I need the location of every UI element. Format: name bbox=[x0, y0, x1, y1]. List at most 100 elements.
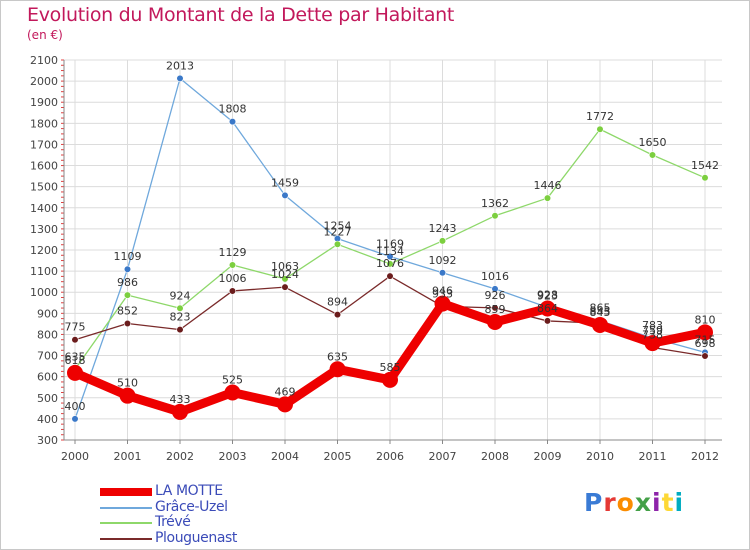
data-point-0 bbox=[277, 396, 293, 413]
data-label: 1024 bbox=[271, 268, 299, 281]
y-tick-label: 1200 bbox=[30, 244, 58, 257]
data-point-3 bbox=[333, 311, 342, 319]
data-label: 1063 bbox=[271, 260, 299, 273]
x-tick-label: 2001 bbox=[114, 450, 142, 463]
x-tick-label: 2007 bbox=[429, 450, 457, 463]
data-point-2 bbox=[386, 260, 394, 268]
data-point-1 bbox=[438, 269, 447, 277]
y-tick-label: 700 bbox=[37, 350, 58, 363]
data-point-0 bbox=[119, 387, 136, 404]
data-label: 923 bbox=[537, 289, 558, 302]
data-label: 698 bbox=[695, 337, 716, 350]
data-point-3 bbox=[228, 287, 237, 295]
data-point-3 bbox=[123, 319, 132, 328]
x-tick-label: 2003 bbox=[219, 450, 247, 463]
data-point-1 bbox=[281, 191, 289, 199]
data-label: 1542 bbox=[691, 159, 719, 172]
data-label: 1446 bbox=[534, 179, 562, 192]
data-point-2 bbox=[543, 194, 552, 202]
data-point-0 bbox=[434, 295, 451, 312]
data-point-2 bbox=[491, 212, 499, 220]
data-point-2 bbox=[333, 240, 342, 248]
data-point-1 bbox=[491, 285, 499, 293]
data-label: 845 bbox=[590, 306, 611, 319]
data-label: 400 bbox=[65, 400, 86, 413]
data-point-1 bbox=[228, 118, 237, 126]
y-tick-label: 1600 bbox=[30, 160, 58, 173]
data-point-3 bbox=[701, 352, 709, 360]
data-point-0 bbox=[329, 361, 346, 378]
data-label: 852 bbox=[117, 304, 138, 317]
proxiti-logo: Proxiti bbox=[584, 488, 684, 517]
data-point-3 bbox=[71, 336, 79, 344]
data-point-1 bbox=[176, 74, 184, 82]
data-label: 1006 bbox=[219, 272, 247, 285]
data-point-1 bbox=[71, 415, 79, 423]
data-point-2 bbox=[596, 125, 604, 133]
legend-swatch bbox=[100, 506, 152, 509]
data-label: 853 bbox=[590, 304, 611, 317]
data-label: 618 bbox=[65, 354, 86, 367]
y-tick-label: 900 bbox=[37, 307, 58, 320]
data-label: 775 bbox=[65, 321, 86, 334]
data-label: 585 bbox=[380, 361, 401, 374]
y-tick-label: 2000 bbox=[30, 75, 58, 88]
legend-swatch bbox=[100, 522, 152, 524]
data-label: 1650 bbox=[639, 136, 667, 149]
data-label: 715 bbox=[695, 333, 716, 346]
data-point-0 bbox=[644, 335, 661, 352]
data-label: 469 bbox=[275, 385, 296, 398]
data-label: 1092 bbox=[429, 254, 457, 267]
x-tick-label: 2000 bbox=[61, 450, 89, 463]
x-tick-label: 2005 bbox=[324, 450, 352, 463]
y-tick-label: 1500 bbox=[30, 181, 58, 194]
data-label: 933 bbox=[432, 287, 453, 300]
data-label: 894 bbox=[327, 296, 348, 309]
data-point-1 bbox=[123, 265, 132, 273]
data-point-0 bbox=[539, 300, 556, 317]
logo-letter: i bbox=[652, 488, 662, 517]
data-label: 433 bbox=[170, 393, 191, 406]
data-label: 1459 bbox=[271, 176, 299, 189]
y-tick-label: 600 bbox=[37, 371, 58, 384]
x-tick-label: 2004 bbox=[271, 450, 299, 463]
data-point-2 bbox=[123, 291, 132, 299]
y-tick-label: 400 bbox=[37, 413, 58, 426]
y-tick-label: 1100 bbox=[30, 265, 58, 278]
data-label: 986 bbox=[117, 276, 138, 289]
logo-letter: i bbox=[674, 488, 685, 517]
y-tick-label: 1400 bbox=[30, 202, 58, 215]
x-tick-label: 2012 bbox=[691, 450, 719, 463]
legend-label: Plouguenast bbox=[155, 529, 237, 546]
data-label: 759 bbox=[642, 324, 663, 337]
chart-title: Evolution du Montant de la Dette par Hab… bbox=[27, 4, 455, 26]
data-label: 1076 bbox=[376, 257, 404, 270]
data-point-2 bbox=[228, 261, 237, 269]
logo-letter: x bbox=[634, 488, 652, 517]
data-label: 810 bbox=[695, 313, 716, 326]
data-label: 510 bbox=[117, 377, 138, 390]
data-label: 1169 bbox=[376, 238, 404, 251]
x-tick-label: 2006 bbox=[376, 450, 404, 463]
y-tick-label: 1000 bbox=[30, 286, 58, 299]
legend-label: LA MOTTE bbox=[155, 483, 223, 499]
data-label: 864 bbox=[537, 302, 558, 315]
legend-swatch bbox=[100, 488, 152, 496]
data-point-0 bbox=[487, 313, 503, 330]
data-label: 783 bbox=[642, 319, 663, 332]
data-point-1 bbox=[386, 252, 394, 261]
data-point-2 bbox=[176, 304, 184, 312]
y-tick-label: 2100 bbox=[30, 54, 58, 67]
data-label: 1129 bbox=[219, 246, 247, 259]
data-label: 924 bbox=[170, 289, 191, 302]
data-label: 1109 bbox=[114, 250, 142, 263]
data-label: 926 bbox=[485, 289, 506, 302]
logo-letter: r bbox=[603, 488, 617, 517]
logo-letter: o bbox=[616, 488, 635, 517]
legend-swatch bbox=[100, 537, 152, 540]
logo-letter: t bbox=[661, 488, 675, 517]
legend-label: Grâce-Uzel bbox=[155, 498, 228, 515]
data-point-2 bbox=[438, 237, 447, 245]
data-label: 859 bbox=[485, 303, 506, 316]
